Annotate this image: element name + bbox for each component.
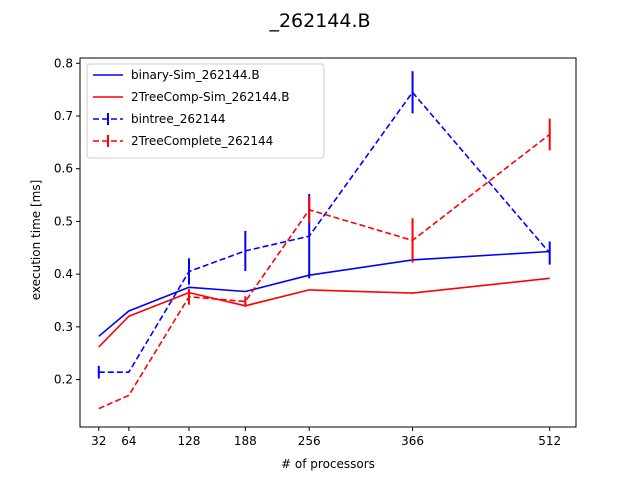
legend-label-0: binary-Sim_262144.B bbox=[131, 68, 260, 82]
legend-label-3: 2TreeComplete_262144 bbox=[131, 134, 273, 148]
y-tick-label-2: 0.4 bbox=[54, 267, 73, 281]
chart-title: _262144.B bbox=[268, 10, 370, 32]
x-tick-label-2: 128 bbox=[178, 434, 201, 448]
y-tick-label-3: 0.5 bbox=[54, 214, 73, 228]
x-tick-label-5: 366 bbox=[401, 434, 424, 448]
legend-label-2: bintree_262144 bbox=[131, 112, 226, 126]
legend-label-1: 2TreeComp-Sim_262144.B bbox=[131, 90, 290, 104]
y-tick-label-0: 0.2 bbox=[54, 373, 73, 387]
x-axis-label: # of processors bbox=[281, 457, 375, 471]
x-tick-label-1: 64 bbox=[121, 434, 136, 448]
legend-box bbox=[86, 63, 325, 159]
x-tick-label-3: 188 bbox=[234, 434, 257, 448]
y-tick-label-5: 0.7 bbox=[54, 109, 73, 123]
plot-area: 32 64 128 188 256 366 512 0.2 0.3 0.4 0.5 0.6 0.7 0.8 bbox=[54, 56, 577, 448]
x-tick-label-0: 32 bbox=[91, 434, 106, 448]
y-axis-label: execution time [ms] bbox=[29, 180, 43, 301]
y-tick-label-1: 0.3 bbox=[54, 320, 73, 334]
axes-frame bbox=[79, 57, 577, 428]
y-tick-label-4: 0.6 bbox=[54, 162, 73, 176]
y-tick-label-6: 0.8 bbox=[54, 56, 73, 70]
series-group bbox=[97, 71, 551, 410]
x-tick-label-6: 512 bbox=[538, 434, 561, 448]
x-tick-label-4: 256 bbox=[298, 434, 321, 448]
legend: binary-Sim_262144.B 2TreeComp-Sim_262144.… bbox=[86, 63, 325, 159]
